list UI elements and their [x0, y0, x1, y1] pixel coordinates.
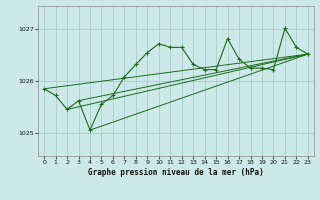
X-axis label: Graphe pression niveau de la mer (hPa): Graphe pression niveau de la mer (hPa)	[88, 168, 264, 177]
